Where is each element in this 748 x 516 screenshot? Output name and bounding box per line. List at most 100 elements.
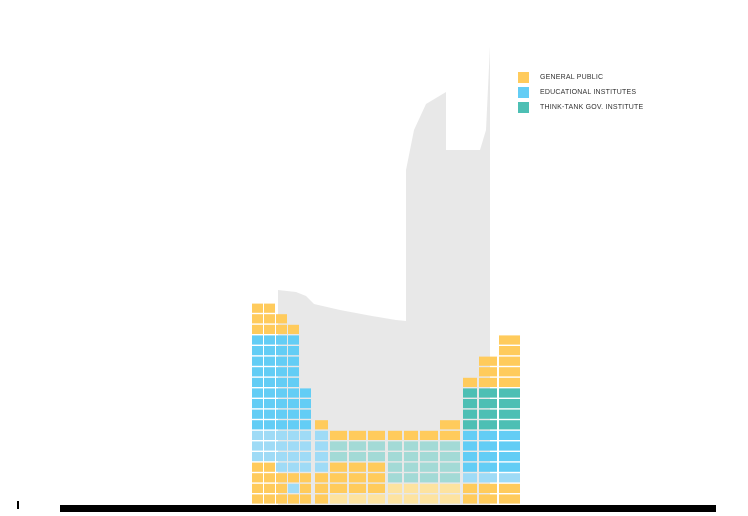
block — [276, 441, 287, 451]
legend-swatch-think-tank — [518, 102, 529, 113]
block — [288, 324, 299, 334]
block — [252, 377, 263, 387]
block — [479, 409, 497, 419]
block — [479, 452, 497, 462]
block — [315, 452, 328, 462]
block — [252, 324, 263, 334]
block — [420, 430, 438, 440]
block — [288, 409, 299, 419]
block — [479, 473, 497, 483]
block — [288, 346, 299, 356]
block — [276, 356, 287, 366]
block — [264, 473, 275, 483]
block — [440, 441, 460, 451]
legend: GENERAL PUBLIC EDUCATIONAL INSTITUTES TH… — [518, 70, 643, 115]
block — [264, 441, 275, 451]
block — [479, 367, 497, 377]
block — [264, 335, 275, 345]
axis-tick — [17, 501, 19, 509]
block — [499, 356, 520, 366]
block — [276, 409, 287, 419]
ground-line — [60, 505, 716, 512]
block — [330, 483, 347, 493]
block — [404, 483, 418, 493]
block — [300, 462, 311, 472]
block — [276, 452, 287, 462]
block — [420, 483, 438, 493]
block — [330, 430, 347, 440]
block — [264, 367, 275, 377]
block — [252, 356, 263, 366]
block — [288, 452, 299, 462]
block — [404, 430, 418, 440]
block — [264, 483, 275, 493]
block — [388, 462, 402, 472]
block — [276, 494, 287, 504]
block — [499, 473, 520, 483]
block — [330, 452, 347, 462]
block — [288, 430, 299, 440]
block — [252, 441, 263, 451]
block — [315, 494, 328, 504]
block — [300, 483, 311, 493]
legend-label-general-public: GENERAL PUBLIC — [540, 74, 604, 81]
block — [440, 430, 460, 440]
block — [463, 494, 477, 504]
block — [404, 441, 418, 451]
block — [463, 420, 477, 430]
block — [252, 367, 263, 377]
block — [252, 314, 263, 324]
block — [300, 441, 311, 451]
block — [276, 377, 287, 387]
block — [252, 399, 263, 409]
block — [264, 324, 275, 334]
block — [420, 462, 438, 472]
block — [368, 494, 385, 504]
block — [276, 399, 287, 409]
block — [288, 399, 299, 409]
block — [315, 420, 328, 430]
block — [404, 494, 418, 504]
block — [479, 399, 497, 409]
block — [252, 452, 263, 462]
block — [388, 483, 402, 493]
block — [252, 346, 263, 356]
block — [276, 462, 287, 472]
block — [330, 494, 347, 504]
block — [300, 409, 311, 419]
block — [388, 441, 402, 451]
block — [264, 420, 275, 430]
block — [420, 494, 438, 504]
block — [276, 430, 287, 440]
block — [499, 399, 520, 409]
block — [499, 377, 520, 387]
block — [499, 462, 520, 472]
block — [479, 388, 497, 398]
block — [288, 420, 299, 430]
block — [463, 409, 477, 419]
legend-swatch-educational-institutes — [518, 87, 529, 98]
block — [276, 367, 287, 377]
block — [420, 441, 438, 451]
block — [252, 473, 263, 483]
block — [252, 420, 263, 430]
block — [264, 377, 275, 387]
block — [479, 441, 497, 451]
block — [404, 452, 418, 462]
block — [288, 473, 299, 483]
legend-label-think-tank: THINK-TANK GOV. INSTITUTE — [540, 104, 644, 111]
block — [388, 430, 402, 440]
block — [463, 388, 477, 398]
block — [479, 356, 497, 366]
block — [264, 462, 275, 472]
block — [388, 452, 402, 462]
block — [264, 303, 275, 313]
block — [276, 420, 287, 430]
block — [368, 452, 385, 462]
block — [479, 430, 497, 440]
block — [300, 473, 311, 483]
block — [463, 430, 477, 440]
occupancy-blocks — [252, 303, 520, 504]
block — [264, 399, 275, 409]
